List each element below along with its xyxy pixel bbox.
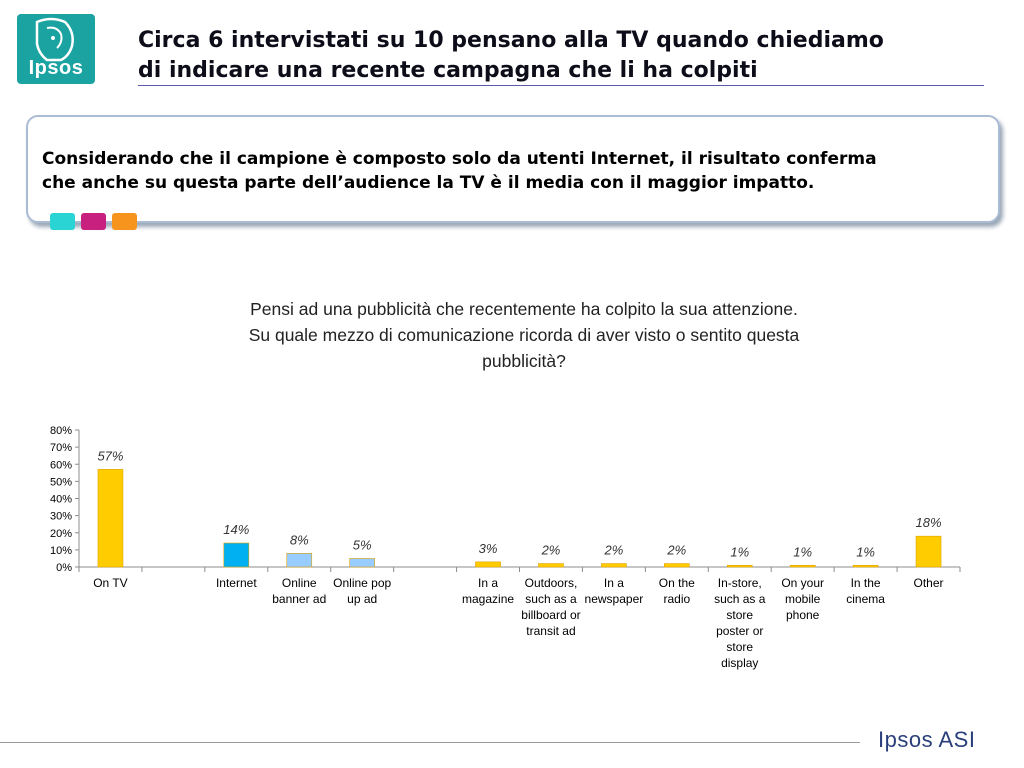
- data-label: 18%: [916, 515, 942, 530]
- callout-line-1: Considerando che il campione è composto …: [42, 149, 877, 169]
- bar: [852, 564, 879, 568]
- x-tick-label: On your: [781, 576, 824, 590]
- x-tick-label: In-store,: [718, 576, 762, 590]
- x-tick-label: such as a: [714, 592, 766, 606]
- bar: [97, 469, 124, 568]
- data-label: 57%: [97, 448, 123, 463]
- data-label: 2%: [666, 543, 686, 558]
- x-tick-label: Outdoors,: [525, 576, 578, 590]
- bar: [601, 563, 627, 568]
- x-tick-label: In a: [478, 576, 498, 590]
- x-tick-label: store: [726, 640, 753, 654]
- ipsos-logo: Ipsos: [17, 14, 95, 84]
- title-divider: [138, 85, 984, 86]
- x-tick-label: transit ad: [526, 624, 575, 638]
- swatch-orange: [112, 213, 137, 230]
- survey-question: Pensi ad una pubblicità che recentemente…: [200, 296, 848, 374]
- y-tick-label: 50%: [50, 476, 72, 488]
- x-tick-label: store: [726, 608, 753, 622]
- x-tick-label: billboard or: [521, 608, 580, 622]
- x-tick-label: In a: [604, 576, 624, 590]
- data-label: 5%: [353, 537, 372, 552]
- bar: [349, 558, 375, 568]
- y-tick-label: 70%: [50, 442, 72, 454]
- y-tick-label: 10%: [50, 545, 72, 557]
- x-tick-label: phone: [786, 608, 820, 622]
- x-tick-label: radio: [663, 592, 690, 606]
- question-line-3: pubblicità?: [482, 351, 566, 371]
- bar: [223, 542, 250, 568]
- x-tick-label: Online pop: [333, 576, 391, 590]
- data-label: 14%: [223, 522, 249, 537]
- x-tick-label: mobile: [785, 592, 821, 606]
- x-tick-label: poster or: [716, 624, 763, 638]
- bar: [538, 563, 564, 568]
- bar: [915, 535, 942, 568]
- y-tick-label: 60%: [50, 459, 72, 471]
- data-label: 8%: [290, 532, 309, 547]
- question-line-2: Su quale mezzo di comunicazione ricorda …: [248, 325, 800, 345]
- data-label: 2%: [603, 543, 623, 558]
- bar: [475, 561, 501, 568]
- x-tick-label: On TV: [93, 576, 127, 590]
- x-tick-label: up ad: [347, 592, 377, 606]
- data-label: 1%: [856, 544, 875, 559]
- x-tick-label: banner ad: [272, 592, 326, 606]
- data-label: 3%: [479, 541, 498, 556]
- x-tick-label: cinema: [846, 592, 885, 606]
- title-line-2: di indicare una recente campagna che li …: [138, 58, 758, 83]
- x-tick-label: display: [721, 656, 758, 670]
- callout-line-2: che anche su questa parte dell’audience …: [42, 173, 815, 193]
- data-label: 1%: [793, 544, 812, 559]
- swatch-cyan: [50, 213, 75, 230]
- y-tick-label: 40%: [50, 494, 72, 506]
- x-tick-label: Online: [282, 576, 317, 590]
- title-line-1: Circa 6 intervistati su 10 pensano alla …: [138, 28, 884, 53]
- bar: [286, 553, 313, 568]
- logo-text: Ipsos: [28, 57, 84, 79]
- bar: [664, 563, 690, 568]
- question-line-1: Pensi ad una pubblicità che recentemente…: [250, 299, 798, 319]
- x-tick-label: On the: [659, 576, 695, 590]
- bar-chart: 0% 10% 20% 30% 40% 50% 60% 70% 80% 57% On TV 14% Int…: [50, 425, 961, 670]
- x-tick-label: Other: [914, 576, 944, 590]
- x-tick-label: Internet: [216, 576, 257, 590]
- y-tick-label: 0%: [56, 562, 72, 574]
- callout-text: Considerando che il campione è composto …: [42, 147, 1002, 195]
- x-tick-label: such as a: [525, 592, 577, 606]
- logo-face-icon: [35, 17, 74, 62]
- data-label: 1%: [730, 544, 749, 559]
- y-tick-label: 30%: [50, 511, 72, 523]
- bar: [726, 564, 753, 568]
- x-tick-label: In the: [851, 576, 881, 590]
- callout-box: Considerando che il campione è composto …: [26, 115, 1000, 223]
- footer-brand: Ipsos ASI: [878, 727, 976, 752]
- x-tick-label: magazine: [462, 592, 514, 606]
- footer-divider: [0, 742, 860, 743]
- page-title: Circa 6 intervistati su 10 pensano alla …: [138, 26, 998, 86]
- y-tick-label: 80%: [50, 425, 72, 437]
- bar: [789, 564, 816, 568]
- x-tick-label: newspaper: [585, 592, 644, 606]
- y-tick-label: 20%: [50, 528, 72, 540]
- data-label: 2%: [541, 543, 561, 558]
- swatch-magenta: [81, 213, 106, 230]
